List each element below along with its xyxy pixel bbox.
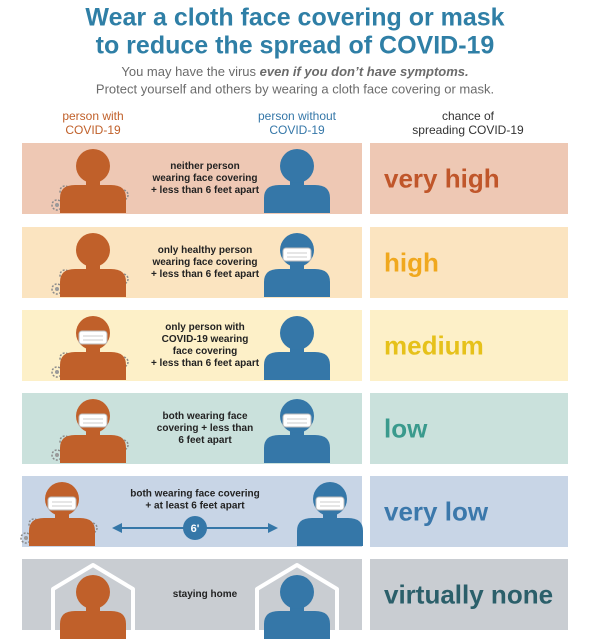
person-head <box>280 316 314 350</box>
house <box>255 563 339 630</box>
column-header: person with <box>62 109 123 123</box>
title: to reduce the spread of COVID-19 <box>96 32 495 60</box>
column-header: COVID-19 <box>65 123 121 137</box>
level-panel <box>370 559 568 630</box>
virus-core <box>55 203 59 207</box>
scenario-description: covering + less than <box>157 423 253 434</box>
scenario-description: only healthy person <box>158 245 252 256</box>
column-header: chance of <box>442 109 495 123</box>
scenario-description: staying home <box>173 589 238 600</box>
person-head <box>280 149 314 183</box>
risk-level: high <box>384 247 439 277</box>
scenario-description: both wearing face covering <box>130 489 259 500</box>
scenario-description: both wearing face <box>162 411 247 422</box>
arrow-head <box>268 523 278 533</box>
subtitle: Protect yourself and others by wearing a… <box>96 81 494 96</box>
person-body <box>264 435 330 463</box>
risk-level: low <box>384 413 428 443</box>
person-head <box>76 233 110 267</box>
arrow-head <box>112 523 122 533</box>
person-body <box>60 352 126 380</box>
scenario-description: face covering <box>173 346 237 357</box>
person-body <box>60 611 126 639</box>
column-header: COVID-19 <box>269 123 325 137</box>
scenario-description: only person with <box>165 322 244 333</box>
risk-level: very high <box>384 163 500 193</box>
person-body <box>60 185 126 213</box>
person-body <box>29 518 95 546</box>
person-body <box>60 269 126 297</box>
mask <box>47 496 77 511</box>
person-head <box>280 575 314 609</box>
house <box>51 563 135 630</box>
scenario-description: 6 feet apart <box>178 435 232 446</box>
scenario-description: wearing face covering <box>151 173 257 184</box>
scenario-description: + less than 6 feet apart <box>151 358 260 369</box>
distance-label: 6' <box>191 523 200 535</box>
person-head <box>76 575 110 609</box>
subtitle: You may have the virus even if you don’t… <box>121 64 468 79</box>
title: Wear a cloth face covering or mask <box>85 4 504 32</box>
scenario-description: wearing face covering <box>151 257 257 268</box>
scenario-description: + less than 6 feet apart <box>151 269 260 280</box>
mask <box>282 247 312 262</box>
mask <box>315 496 345 511</box>
column-header: person without <box>258 109 337 123</box>
virus-core <box>55 370 59 374</box>
virus-core <box>24 536 28 540</box>
level-panel <box>370 476 568 547</box>
mask <box>282 413 312 428</box>
person-body <box>60 435 126 463</box>
person-body <box>264 611 330 639</box>
scenario-description: + less than 6 feet apart <box>151 185 260 196</box>
level-panel <box>370 393 568 464</box>
subtitle-emphasis: even if you don’t have symptoms. <box>260 64 469 79</box>
scenario-description: + at least 6 feet apart <box>145 501 245 512</box>
scenario-description: neither person <box>170 161 239 172</box>
distance-badge <box>183 516 207 540</box>
risk-level: medium <box>384 330 484 360</box>
person-body <box>264 185 330 213</box>
scenario-description: COVID-19 wearing <box>162 334 249 345</box>
mask <box>78 330 108 345</box>
mask <box>78 413 108 428</box>
subtitle-part: You may have the virus <box>121 64 259 79</box>
risk-level: virtually none <box>384 579 553 609</box>
risk-level: very low <box>384 496 489 526</box>
level-panel <box>370 227 568 298</box>
virus-core <box>55 287 59 291</box>
column-header: spreading COVID-19 <box>412 123 524 137</box>
level-panel <box>370 143 568 214</box>
person-body <box>297 518 363 546</box>
person-body <box>264 352 330 380</box>
virus-core <box>55 453 59 457</box>
person-body <box>264 269 330 297</box>
level-panel <box>370 310 568 381</box>
person-head <box>76 149 110 183</box>
